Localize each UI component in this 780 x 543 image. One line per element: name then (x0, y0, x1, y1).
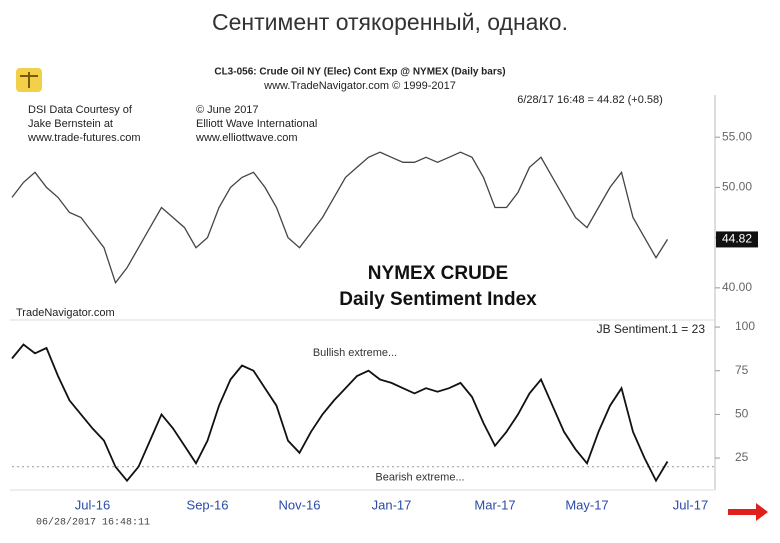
watermark: TradeNavigator.com (16, 307, 115, 319)
credit: Jake Bernstein at (28, 118, 113, 130)
last-price-box (716, 231, 758, 248)
annotation: Bullish extreme... (313, 347, 397, 359)
page-heading: Сентимент отякоренный, однако. (212, 9, 568, 35)
series-line (11, 151, 669, 285)
timestamp: 06/28/2017 16:48:11 (36, 517, 150, 529)
y2-tick-label: 100 (735, 319, 755, 333)
last-quote: 6/28/17 16:48 = 44.82 (+0.58) (517, 94, 663, 106)
credit: www.trade-futures.com (27, 132, 140, 144)
chart-title: NYMEX CRUDE (368, 263, 508, 284)
credit: www.elliottwave.com (195, 132, 297, 144)
next-arrow[interactable] (728, 503, 768, 521)
last-price-label: 44.82 (722, 232, 752, 246)
credit: © June 2017 (196, 104, 259, 116)
header-symbol: CL3-056: Crude Oil NY (Elec) Cont Exp @ … (214, 67, 505, 78)
y2-tick-label: 50 (735, 407, 749, 421)
x-tick-label: Mar-17 (474, 497, 515, 512)
credit: DSI Data Courtesy of (28, 104, 133, 116)
x-tick-label: Jul-17 (673, 497, 708, 512)
y2-tick-label: 75 (735, 363, 749, 377)
y-tick-label: 55.00 (722, 129, 752, 143)
x-tick-label: May-17 (565, 497, 608, 512)
x-tick-label: Jan-17 (372, 497, 412, 512)
annotation: Bearish extreme... (375, 472, 464, 484)
series-line (11, 343, 669, 483)
chart-subtitle: Daily Sentiment Index (339, 289, 537, 310)
y-tick-label: 50.00 (722, 180, 752, 194)
x-tick-label: Sep-16 (187, 497, 229, 512)
x-tick-label: Jul-16 (75, 497, 110, 512)
sentiment-label: JB Sentiment.1 = 23 (597, 322, 706, 336)
y2-tick-label: 25 (735, 450, 749, 464)
x-tick-label: Nov-16 (279, 497, 321, 512)
y-tick-label: 40.00 (722, 280, 752, 294)
credit: Elliott Wave International (196, 118, 317, 130)
logo (16, 68, 42, 92)
header-source: www.TradeNavigator.com © 1999-2017 (263, 80, 456, 92)
